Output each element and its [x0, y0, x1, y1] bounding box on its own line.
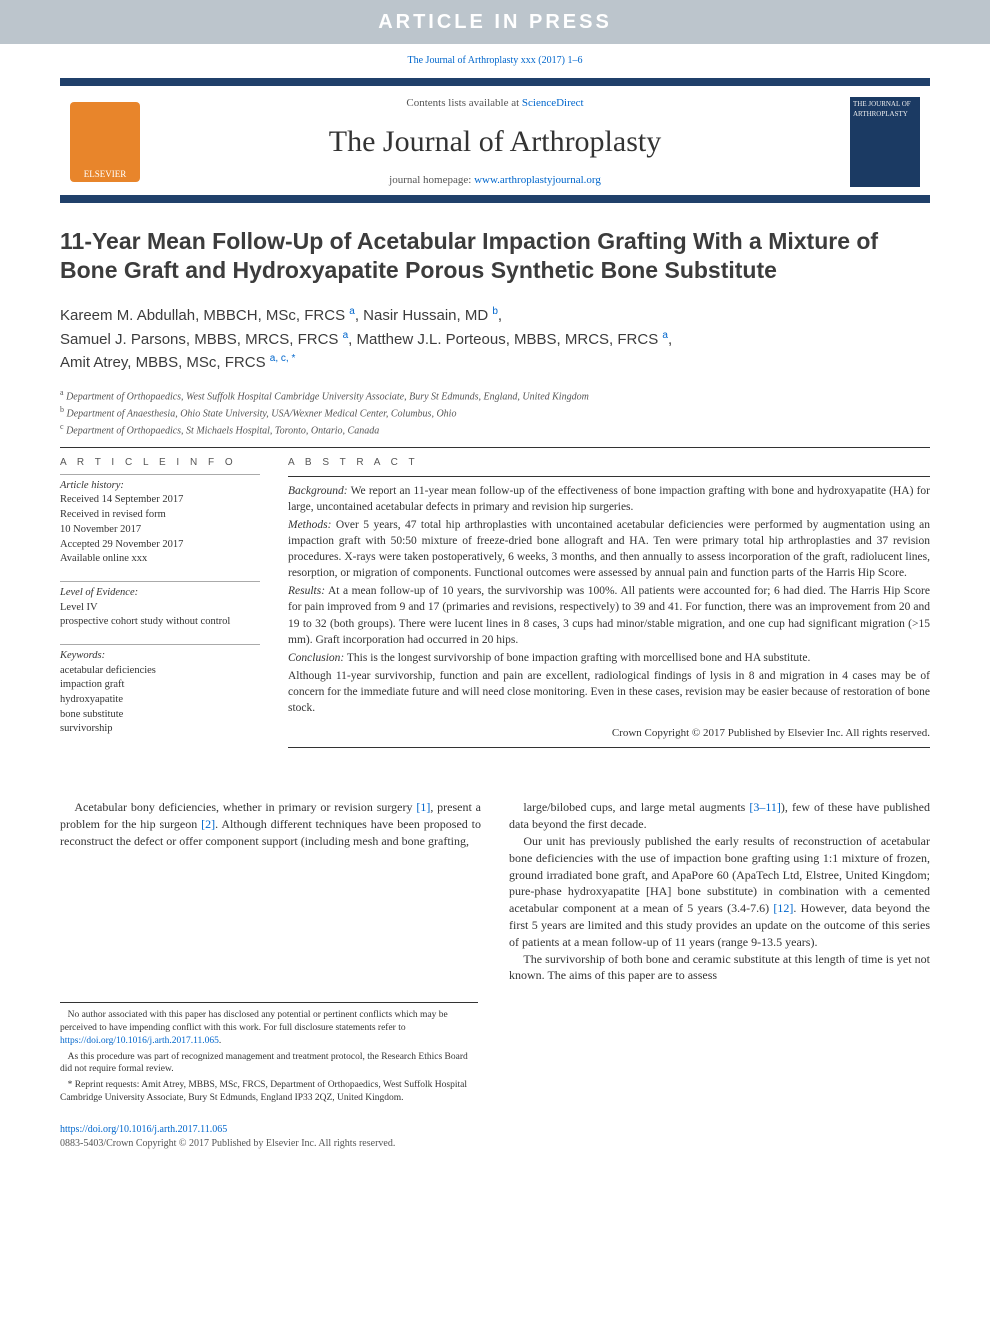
body-left-column: Acetabular bony deficiencies, whether in… [60, 799, 481, 984]
elsevier-logo: ELSEVIER [60, 102, 150, 182]
bottom-bar: https://doi.org/10.1016/j.arth.2017.11.0… [60, 1123, 930, 1151]
citation-ref[interactable]: [1] [416, 800, 430, 814]
affiliation-list: a Department of Orthopaedics, West Suffo… [60, 387, 930, 439]
affiliation-line: a Department of Orthopaedics, West Suffo… [60, 387, 930, 404]
doi-link[interactable]: https://doi.org/10.1016/j.arth.2017.11.0… [60, 1124, 227, 1135]
article-in-press-banner: ARTICLE IN PRESS [0, 0, 990, 44]
issn-copyright-line: 0883-5403/Crown Copyright © 2017 Publish… [60, 1137, 930, 1151]
citation-ref[interactable]: [12] [773, 901, 793, 915]
footnote-link[interactable]: https://doi.org/10.1016/j.arth.2017.11.0… [60, 1036, 219, 1046]
body-paragraph: Acetabular bony deficiencies, whether in… [60, 799, 481, 849]
history-line: Available online xxx [60, 552, 260, 567]
author-list: Kareem M. Abdullah, MBBCH, MSc, FRCS a, … [60, 304, 930, 375]
history-line: Received 14 September 2017 [60, 493, 260, 508]
citation-ref[interactable]: [3–11] [749, 800, 781, 814]
body-paragraph: large/bilobed cups, and large metal augm… [509, 799, 930, 833]
footnotes-block: No author associated with this paper has… [60, 1002, 478, 1105]
banner-text: ARTICLE IN PRESS [378, 11, 612, 33]
abstract-section: Methods: Over 5 years, 47 total hip arth… [288, 517, 930, 581]
history-label: Article history: [60, 479, 260, 494]
abstract-section: Background: We report an 11-year mean fo… [288, 483, 930, 515]
affiliation-line: c Department of Orthopaedics, St Michael… [60, 421, 930, 438]
masthead-center: Contents lists available at ScienceDirec… [150, 96, 840, 189]
article-info-column: A R T I C L E I N F O Article history: R… [60, 456, 260, 755]
abstract-trailing: Although 11-year survivorship, function … [288, 668, 930, 716]
masthead-top-rule [60, 78, 930, 86]
keywords-label: Keywords: [60, 649, 260, 664]
history-line: Received in revised form [60, 508, 260, 523]
body-right-column: large/bilobed cups, and large metal augm… [509, 799, 930, 984]
footnote-line: As this procedure was part of recognized… [60, 1051, 478, 1077]
abstract-rule [288, 476, 930, 477]
info-rule [60, 474, 260, 475]
history-line: 10 November 2017 [60, 523, 260, 538]
abstract-section: Results: At a mean follow-up of 10 years… [288, 583, 930, 647]
journal-name: The Journal of Arthroplasty [150, 121, 840, 163]
evidence-label: Level of Evidence: [60, 586, 260, 601]
evidence-block: Level of Evidence: Level IVprospective c… [60, 586, 260, 630]
keyword-line: acetabular deficiencies [60, 664, 260, 679]
body-columns: Acetabular bony deficiencies, whether in… [60, 799, 930, 984]
keyword-line: bone substitute [60, 708, 260, 723]
affiliation-line: b Department of Anaesthesia, Ohio State … [60, 404, 930, 421]
journal-homepage-link[interactable]: www.arthroplastyjournal.org [474, 174, 601, 186]
keyword-line: hydroxyapatite [60, 693, 260, 708]
footnote-line: No author associated with this paper has… [60, 1009, 478, 1047]
contents-available-line: Contents lists available at ScienceDirec… [150, 96, 840, 111]
divider-rule [60, 447, 930, 448]
abstract-bottom-rule [288, 747, 930, 748]
evidence-line: prospective cohort study without control [60, 615, 260, 630]
keywords-block: Keywords: acetabular deficienciesimpacti… [60, 649, 260, 737]
info-abstract-row: A R T I C L E I N F O Article history: R… [60, 456, 930, 755]
body-paragraph: The survivorship of both bone and cerami… [509, 951, 930, 985]
sciencedirect-link[interactable]: ScienceDirect [522, 97, 584, 109]
keyword-line: impaction graft [60, 678, 260, 693]
abstract-copyright: Crown Copyright © 2017 Published by Else… [288, 726, 930, 741]
article-title: 11-Year Mean Follow-Up of Acetabular Imp… [60, 227, 930, 285]
body-paragraph: Our unit has previously published the ea… [509, 833, 930, 951]
article-info-heading: A R T I C L E I N F O [60, 456, 260, 470]
abstract-section: Conclusion: This is the longest survivor… [288, 650, 930, 666]
abstract-column: A B S T R A C T Background: We report an… [288, 456, 930, 755]
abstract-heading: A B S T R A C T [288, 456, 930, 470]
citation-ref[interactable]: [2] [201, 817, 215, 831]
journal-cover-thumbnail: THE JOURNAL OF ARTHROPLASTY [840, 97, 930, 187]
citation-line: The Journal of Arthroplasty xxx (2017) 1… [0, 44, 990, 72]
history-line: Accepted 29 November 2017 [60, 538, 260, 553]
article-history-block: Article history: Received 14 September 2… [60, 479, 260, 567]
elsevier-tree-icon: ELSEVIER [70, 102, 140, 182]
evidence-line: Level IV [60, 601, 260, 616]
info-rule [60, 581, 260, 582]
journal-homepage-line: journal homepage: www.arthroplastyjourna… [150, 173, 840, 188]
info-rule [60, 644, 260, 645]
footnote-line: * Reprint requests: Amit Atrey, MBBS, MS… [60, 1079, 478, 1105]
keyword-line: survivorship [60, 722, 260, 737]
cover-thumb-icon: THE JOURNAL OF ARTHROPLASTY [850, 97, 920, 187]
journal-masthead: ELSEVIER Contents lists available at Sci… [60, 86, 930, 203]
